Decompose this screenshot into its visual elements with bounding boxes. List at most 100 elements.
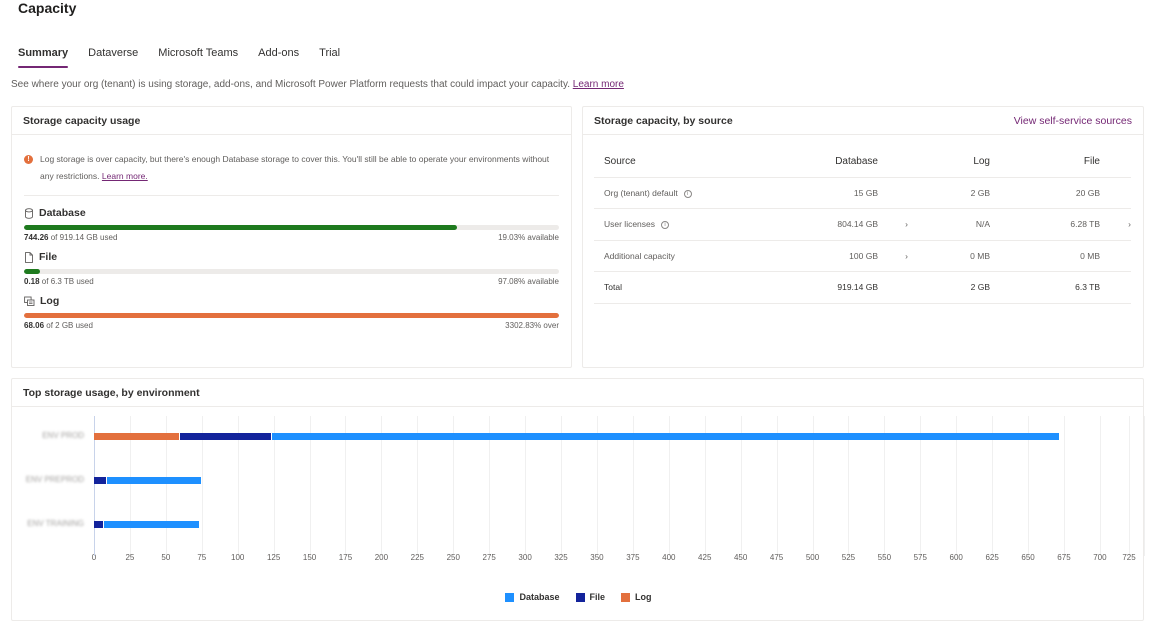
column-header-log: Log <box>908 147 990 178</box>
bar-segment-file[interactable] <box>94 521 104 528</box>
warning-icon: ! <box>24 155 33 164</box>
card-header: Top storage usage, by environment <box>12 379 1143 407</box>
x-axis-tick: 300 <box>518 553 532 562</box>
database-icon <box>25 207 33 219</box>
legend-swatch <box>621 592 631 602</box>
tab-dataverse[interactable]: Dataverse <box>88 47 139 59</box>
gridline <box>201 416 203 556</box>
chart-legend: Database File Log <box>12 592 1145 602</box>
x-axis-tick: 475 <box>769 553 784 562</box>
x-axis-tick: 375 <box>626 553 640 562</box>
column-header-source: Source <box>594 147 794 178</box>
gridline <box>596 416 598 556</box>
environment-label: ENV PROD <box>42 431 84 440</box>
chevron-right-icon[interactable]: › <box>878 208 908 241</box>
x-axis-tick: 600 <box>949 553 963 562</box>
gridline <box>1129 416 1130 556</box>
usage-text: 68.06 of 2 GB used <box>24 321 93 332</box>
legend-swatch <box>575 592 585 602</box>
bar-segment-file[interactable] <box>180 433 272 440</box>
x-axis-tick: 350 <box>590 553 604 562</box>
file-cell: 6.3 TB <box>990 271 1100 304</box>
meter-title: File <box>24 249 559 265</box>
source-name: Org (tenant) default <box>604 187 678 198</box>
legend-label: Database <box>519 592 560 602</box>
gridline <box>1028 416 1030 556</box>
file-meter: File 0.18 of 6.3 TB used 97.08% availabl… <box>12 249 571 288</box>
gridline <box>956 416 958 556</box>
tab-summary[interactable]: Summary <box>18 47 69 68</box>
capacity-text: of 2 GB used <box>44 321 93 330</box>
progress-bar <box>24 225 559 230</box>
y-axis-line <box>94 416 95 556</box>
bar-segment-file[interactable] <box>94 477 106 484</box>
log-cell: 2 GB <box>908 271 990 304</box>
chevron-right-icon[interactable]: › <box>878 240 908 272</box>
meter-label: File <box>39 251 58 263</box>
storage-by-environment-chart: Database File Log 0 25 50 75 100 125 150 175 200 22… <box>12 407 1145 621</box>
meter-label: Log <box>40 295 60 307</box>
database-meter: Database 744.26 of 919.14 GB used 19.03%… <box>12 205 571 244</box>
source-cell: User licenses i <box>594 208 794 241</box>
storage-capacity-usage-card: Storage capacity usage ! Log storage is … <box>11 106 572 368</box>
tab-add-ons[interactable]: Add-ons <box>258 47 300 59</box>
legend-swatch <box>505 592 515 602</box>
x-axis-tick: 150 <box>302 553 317 562</box>
gridline <box>1063 416 1065 556</box>
info-icon[interactable]: i <box>683 189 692 198</box>
x-axis-tick: 450 <box>733 553 748 562</box>
over-capacity-alert: ! Log storage is over capacity, but ther… <box>12 135 571 185</box>
x-axis-tick: 325 <box>554 553 568 562</box>
log-icon <box>24 296 35 306</box>
info-icon[interactable]: i <box>661 221 670 229</box>
bar-segment-database[interactable] <box>104 521 200 528</box>
legend-label: File <box>589 592 606 602</box>
table-row: Additional capacity 100 GB › 0 MB 0 MB <box>594 240 1131 272</box>
gridline <box>920 416 922 556</box>
x-axis-tick: 225 <box>410 553 424 562</box>
x-axis-tick: 725 <box>1122 553 1136 562</box>
bar-segment-log[interactable] <box>94 433 180 440</box>
over-capacity-text: 3302.83% over <box>505 321 559 330</box>
gridline <box>129 416 131 556</box>
bar-segment-database[interactable] <box>272 433 1059 440</box>
gridline <box>489 416 491 556</box>
x-axis-tick: 675 <box>1057 553 1071 562</box>
x-axis-tick: 425 <box>698 553 712 562</box>
gridline <box>668 416 670 556</box>
legend-item-log[interactable]: Log <box>621 592 652 602</box>
alert-learn-more-link[interactable]: Learn more. <box>101 171 148 181</box>
gridline <box>812 416 814 556</box>
learn-more-link[interactable]: Learn more <box>572 79 624 90</box>
source-cell: Org (tenant) default i <box>594 177 794 209</box>
table-row-total: Total 919.14 GB 2 GB 6.3 TB <box>594 271 1131 304</box>
legend-item-database[interactable]: Database <box>505 592 560 602</box>
database-cell: 919.14 GB <box>794 271 878 304</box>
gridline <box>740 416 742 556</box>
x-axis-tick: 175 <box>338 553 353 562</box>
used-value: 68.06 <box>24 321 45 330</box>
tab-microsoft-teams[interactable]: Microsoft Teams <box>158 47 239 59</box>
card-title: Top storage usage, by environment <box>23 386 200 399</box>
chevron-right-icon[interactable]: › <box>1100 208 1131 241</box>
log-cell: N/A <box>908 208 990 241</box>
card-header: Storage capacity usage <box>12 107 571 135</box>
page-description: See where your org (tenant) is using sto… <box>11 79 624 90</box>
source-cell: Additional capacity <box>594 240 794 272</box>
meter-label: Database <box>39 207 86 219</box>
bar-segment-database[interactable] <box>106 477 201 484</box>
gridline <box>561 416 563 556</box>
x-axis-tick: 650 <box>1021 553 1035 562</box>
x-axis-tick: 400 <box>662 553 676 562</box>
tab-trial[interactable]: Trial <box>319 47 341 59</box>
view-self-service-sources-link[interactable]: View self-service sources <box>1013 114 1132 127</box>
meter-title: Database <box>24 205 559 221</box>
meter-footer: 0.18 of 6.3 TB used 97.08% available <box>24 277 559 288</box>
usage-text: 0.18 of 6.3 TB used <box>24 277 94 288</box>
gridline <box>776 416 778 556</box>
gridline <box>1144 416 1145 556</box>
source-cell: Total <box>594 271 794 304</box>
legend-item-file[interactable]: File <box>575 592 606 602</box>
x-axis-tick: 50 <box>161 553 171 562</box>
meter-footer: 68.06 of 2 GB used 3302.83% over <box>24 321 559 332</box>
